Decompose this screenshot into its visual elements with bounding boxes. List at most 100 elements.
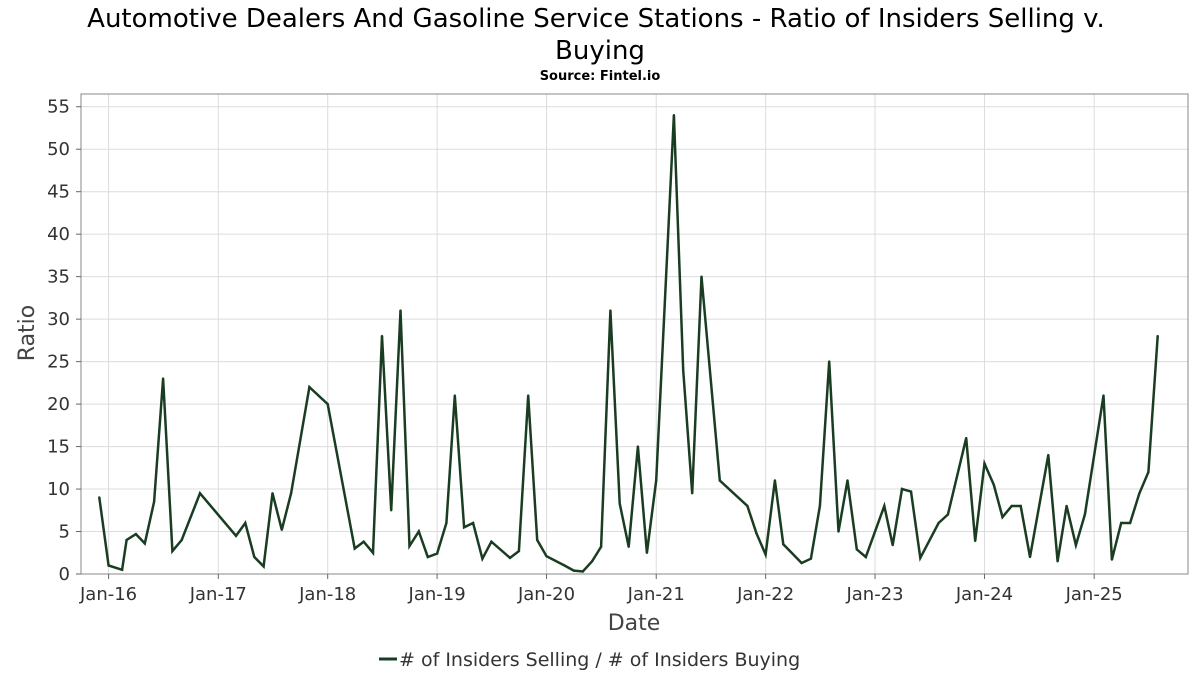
data-point <box>800 561 803 565</box>
data-point <box>636 445 640 448</box>
data-point <box>244 521 247 525</box>
data-point <box>353 547 356 550</box>
data-point <box>462 526 466 529</box>
data-point <box>700 275 703 278</box>
data-point <box>599 545 603 548</box>
series-line <box>98 115 1159 573</box>
data-point <box>965 436 968 440</box>
y-tick-label: 5 <box>59 522 70 543</box>
data-point <box>864 555 867 559</box>
data-point <box>481 557 484 560</box>
x-tick-label: Jan-17 <box>189 584 247 605</box>
data-point <box>435 552 439 555</box>
data-point <box>234 534 238 537</box>
data-point <box>909 490 913 493</box>
y-tick-label: 0 <box>59 564 70 585</box>
data-point <box>746 504 749 508</box>
data-point <box>618 502 621 505</box>
y-axis-ticks: 0 5 10 15 20 25 30 35 40 45 50 55 <box>47 97 81 585</box>
x-tick-label: Jan-25 <box>1065 584 1123 605</box>
data-point <box>171 549 174 553</box>
x-tick-label: Jan-20 <box>517 584 575 605</box>
data-point <box>782 543 785 546</box>
data-point <box>1156 334 1159 338</box>
data-point <box>755 532 758 535</box>
data-point <box>655 479 658 482</box>
data-point <box>1138 492 1141 495</box>
data-point <box>1001 515 1004 519</box>
data-point <box>828 360 831 363</box>
data-point <box>590 560 594 563</box>
data-point <box>490 540 493 543</box>
x-tick-label: Jan-22 <box>736 584 794 605</box>
data-point <box>1120 521 1123 525</box>
data-point <box>764 553 767 556</box>
data-point <box>891 543 894 547</box>
data-point <box>271 492 274 495</box>
data-point <box>508 556 512 560</box>
data-point <box>846 479 849 482</box>
plot-area <box>80 93 1189 575</box>
data-point <box>946 513 950 516</box>
data-point <box>399 309 402 312</box>
data-point <box>855 548 858 551</box>
data-point <box>134 532 138 536</box>
y-tick-label: 55 <box>47 97 70 118</box>
y-tick-label: 45 <box>47 182 70 203</box>
data-point <box>581 570 584 573</box>
data-point <box>180 538 183 542</box>
x-axis-ticks: Jan-16 Jan-17 Jan-18 Jan-19 Jan-20 Jan-21 Jan-… <box>79 574 1123 605</box>
data-point <box>974 539 977 543</box>
data-point <box>691 492 694 495</box>
data-point <box>280 528 283 531</box>
y-tick-label: 25 <box>47 352 70 373</box>
data-point <box>837 530 840 533</box>
data-point <box>992 483 995 486</box>
data-point <box>572 569 575 572</box>
data-point <box>818 504 822 508</box>
x-tick-label: Jan-21 <box>627 584 685 605</box>
series-layer <box>98 114 1159 573</box>
data-point <box>1047 453 1050 457</box>
data-point <box>1147 470 1150 474</box>
y-tick-label: 50 <box>47 139 70 160</box>
data-point <box>773 479 777 482</box>
data-point <box>98 496 101 499</box>
data-point <box>627 545 630 548</box>
data-point <box>1056 560 1059 563</box>
chart-title-line-2: Buying <box>555 36 645 66</box>
data-point <box>107 564 110 567</box>
legend: # of Insiders Selling / # of Insiders Bu… <box>379 649 800 671</box>
data-point <box>937 521 940 525</box>
x-tick-label: Jan-16 <box>79 584 137 605</box>
data-point <box>1028 555 1032 559</box>
chart-subtitle: Source: Fintel.io <box>540 69 661 84</box>
data-point <box>983 462 986 465</box>
data-point <box>1065 504 1068 508</box>
y-tick-label: 30 <box>47 309 70 330</box>
data-point <box>809 557 813 560</box>
data-point <box>471 521 475 525</box>
data-point <box>308 385 311 389</box>
data-point <box>198 492 202 495</box>
data-point <box>262 565 265 568</box>
data-point <box>417 530 420 533</box>
x-tick-label: Jan-19 <box>408 584 466 605</box>
data-point <box>426 555 429 559</box>
data-point <box>900 487 904 491</box>
data-point <box>326 402 329 406</box>
data-point <box>1110 558 1114 561</box>
data-point <box>563 564 566 567</box>
data-point <box>672 114 676 117</box>
data-point <box>1019 504 1022 508</box>
data-point <box>645 551 649 554</box>
data-point <box>545 555 548 558</box>
data-point <box>371 551 375 554</box>
x-tick-label: Jan-23 <box>845 584 903 605</box>
data-point <box>390 509 393 512</box>
y-tick-label: 40 <box>47 224 70 245</box>
data-point <box>1128 521 1132 525</box>
data-point <box>362 540 365 543</box>
data-point <box>408 544 411 548</box>
